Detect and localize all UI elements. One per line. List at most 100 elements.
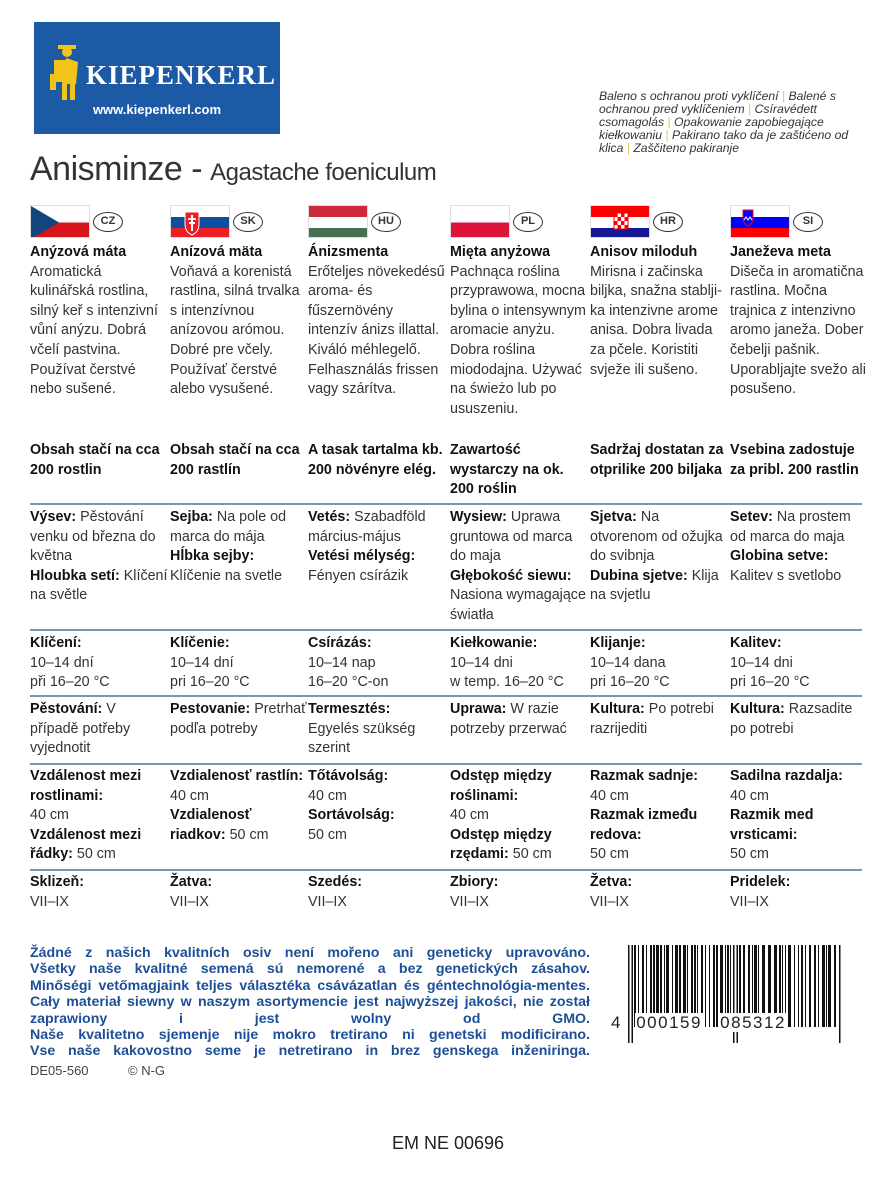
harvest-entry: Žetva: (590, 873, 728, 893)
harvest-entry: VII–IX (30, 893, 168, 913)
spacing-value: 50 cm (508, 846, 552, 863)
germ-label: Klijanje: (590, 635, 646, 651)
germ-value: 10–14 dní (170, 654, 234, 671)
plant-description: Erőteljes növekedésű aroma- és fűszernöv… (308, 263, 445, 398)
germ-entry: w temp. 16–20 °C (450, 673, 588, 693)
spacing-entry: 50 cm (590, 845, 728, 865)
germ-label: Kalitev: (730, 635, 782, 651)
seed-content: Vsebina zadostuje za pribl. 200 rastlin (730, 442, 859, 478)
quality-statement: Cały materiał siewny w naszym asortymenc… (30, 994, 590, 1011)
sowing-entry: Głębokość siewu: Nasiona wymagające świa… (450, 567, 588, 626)
sowing-label: Výsev: (30, 509, 77, 525)
spacing-entry: 50 cm (730, 845, 868, 865)
germ-entry: pri 16–20 °C (730, 673, 868, 693)
germ-cell: Klíčení: 10–14 dní při 16–20 °C (30, 634, 168, 693)
brand-url[interactable]: www.kiepenkerl.com (92, 102, 222, 117)
spacing-entry: Razmak između redova: (590, 806, 728, 845)
harvest-label: Pridelek: (730, 874, 791, 890)
harvest-label: Žatva: (170, 874, 213, 890)
germ-entry: Klíčenie: (170, 634, 308, 654)
harvest-entry: Szedés: (308, 873, 446, 893)
harvest-entry: VII–IX (590, 893, 728, 913)
spacing-label: Sortávolság: (308, 807, 395, 824)
germ-entry: Klíčení: (30, 634, 168, 654)
germ-cell: Klíčenie: 10–14 dní pri 16–20 °C (170, 634, 308, 693)
barcode-bar (628, 945, 630, 1043)
germ-label: Csírázás: (308, 635, 372, 651)
barcode-bar (794, 945, 795, 1027)
sowing-label: Globina setve: (730, 548, 829, 565)
barcode-bar (642, 945, 644, 1027)
spacing-entry: Sortávolság: (308, 806, 446, 826)
barcode-bar (672, 945, 673, 1027)
flag-hr-icon (590, 205, 650, 238)
harvest-entry: VII–IX (450, 893, 588, 913)
sowing-entry: Wysiew: Uprawa gruntowa od marca do maja (450, 508, 588, 567)
harvest-entry: Sklizeň: (30, 873, 168, 893)
barcode-bar (638, 945, 639, 1027)
spacing-entry: 40 cm (170, 787, 308, 807)
barcode-bar (774, 945, 777, 1027)
barcode-bar (720, 945, 723, 1027)
divider (30, 869, 862, 871)
plant-description: Voňavá a korenistá rastlina, silná trval… (170, 263, 300, 398)
germ-value: 10–14 dní (30, 654, 94, 671)
packaging-note-text: Baleno s ochranou proti vyklíčení (599, 89, 779, 103)
barcode-bar (828, 945, 831, 1027)
divider (30, 695, 862, 697)
germ-entry: pri 16–20 °C (170, 673, 308, 693)
care-entry: Pěstování: V případě potřeby vyjednotit (30, 700, 168, 759)
care-label: Kultura: (730, 701, 785, 717)
care-entry: Kultura: Po potrebi razrijediti (590, 700, 728, 739)
title-latin: Agastache foeniculum (210, 159, 437, 186)
barcode-bar (650, 945, 652, 1027)
sowing-label: Dubina sjetve: (590, 567, 688, 584)
germ-value: 10–14 nap (308, 654, 376, 671)
seed-content: Zawartość wystarczy na ok. 200 roślin (450, 442, 564, 498)
quality-statement: Vse naše kakovostno seme je netretirano … (30, 1043, 590, 1060)
plant-name: Anýzová máta (30, 244, 127, 260)
germ-label: Kiełkowanie: (450, 635, 538, 651)
spacing-label: Odstęp między roślinami: (450, 768, 552, 804)
harvest-cell: Zbiory: VII–IX (450, 873, 588, 912)
care-cell: Uprawa: W razie potrzeby przerwać (450, 700, 588, 739)
germ-label: Klíčenie: (170, 635, 230, 651)
germ-value: w temp. 16–20 °C (450, 674, 564, 691)
spacing-entry: Vzdálenost mezi rostlinami: (30, 767, 168, 806)
language-code-badge: CZ (93, 212, 123, 232)
barcode-bar (818, 945, 819, 1027)
spacing-label: Tőtávolság: (308, 768, 389, 784)
barcode-bar (809, 945, 811, 1027)
quality-statement: Žádné z našich kvalitních osiv není moře… (30, 945, 590, 961)
germ-entry: 10–14 dana (590, 654, 728, 674)
care-label: Uprawa: (450, 701, 507, 717)
copyright: © N-G (128, 1063, 166, 1078)
barcode (628, 945, 841, 1043)
care-entry: Egyelés szükség szerint (308, 720, 446, 759)
sowing-cell: Výsev: Pěstování venku od března do květ… (30, 508, 168, 606)
barcode-bar (736, 945, 738, 1043)
barcode-digits: 4 000159 085312 (610, 1013, 850, 1033)
care-label: Pěstování: (30, 701, 103, 717)
germ-value: 10–14 dana (590, 654, 666, 671)
barcode-bar (660, 945, 662, 1027)
germ-value: 10–14 dni (450, 654, 513, 671)
sowing-label: Głębokość siewu: (450, 567, 572, 584)
germ-cell: Kalitev: 10–14 dni pri 16–20 °C (730, 634, 868, 693)
germ-entry: 10–14 nap (308, 654, 446, 674)
spacing-label: Odstęp między rzędami: (450, 826, 552, 863)
care-cell: Kultura: Po potrebi razrijediti (590, 700, 728, 739)
barcode-bar (691, 945, 693, 1027)
plant-name: Ánizsmenta (308, 244, 389, 260)
language-block: Anisov miloduh Mirisna i začinska biljka,… (590, 243, 728, 380)
spacing-entry: 40 cm (590, 787, 728, 807)
sowing-entry: Globina setve: Kalitev s svetlobo (730, 547, 868, 586)
barcode-digit-prefix: 4 (610, 1013, 623, 1032)
separator: | (744, 102, 755, 116)
title-main: Anisminze - (30, 150, 203, 188)
barcode-bar (733, 945, 735, 1043)
language-block: Janeževa meta Dišeča in aromatična rastli… (730, 243, 868, 400)
barcode-bar (788, 945, 791, 1027)
barcode-bar (743, 945, 745, 1027)
care-entry: Uprawa: W razie potrzeby przerwać (450, 700, 588, 739)
